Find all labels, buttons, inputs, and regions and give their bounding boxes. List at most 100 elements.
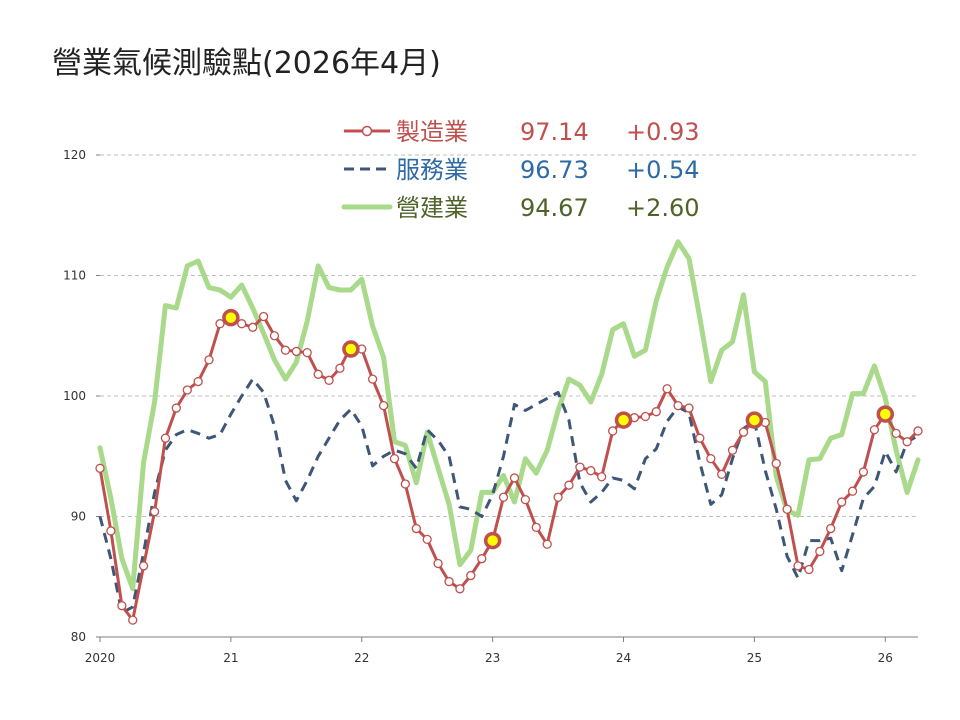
legend-item: 服務業 96.73 +0.54 — [344, 156, 700, 184]
data-point — [651, 407, 661, 417]
series-line-服務業 — [98, 377, 919, 615]
legend-series-name: 營建業 — [396, 194, 468, 222]
data-point — [913, 426, 923, 436]
legend-marker — [361, 125, 373, 137]
data-point — [695, 433, 705, 443]
highlight-point — [222, 308, 240, 327]
legend-change-value: +0.93 — [626, 118, 700, 146]
data-point — [608, 426, 618, 436]
x-tick-label: 23 — [485, 651, 500, 665]
data-point — [171, 403, 181, 413]
x-tick-label: 25 — [747, 651, 762, 665]
highlight-point — [614, 411, 633, 429]
x-tick-label: 2020 — [85, 651, 116, 665]
data-point — [531, 522, 541, 532]
data-point — [138, 561, 149, 571]
data-point — [367, 374, 378, 384]
x-tick-label: 22 — [354, 651, 369, 665]
data-point — [706, 454, 716, 464]
data-point — [597, 472, 607, 482]
data-point — [248, 322, 258, 332]
data-point — [847, 486, 858, 496]
y-tick-label: 80 — [71, 630, 86, 644]
legend-item: 製造業 97.14 +0.93 — [344, 118, 700, 146]
data-point — [586, 466, 596, 476]
legend-series-name: 服務業 — [396, 156, 468, 184]
data-point — [204, 355, 214, 365]
data-point — [302, 347, 312, 358]
data-point — [269, 331, 280, 341]
data-point — [804, 564, 814, 575]
legend-change-value: +0.54 — [626, 156, 700, 184]
highlight-point — [483, 531, 502, 550]
data-point — [117, 601, 127, 611]
axis-layer: 80 90 100 110 120 2020 21 22 23 24 25 26 — [63, 148, 918, 665]
data-point — [193, 376, 203, 387]
data-point — [542, 539, 552, 549]
data-point — [793, 561, 803, 571]
legend-item: 營建業 94.67 +2.60 — [341, 194, 700, 222]
x-tick-label: 24 — [616, 651, 631, 665]
legend-latest-value: 97.14 — [520, 118, 589, 146]
data-point — [477, 554, 487, 564]
chart-title: 營業氣候測驗點(2026年4月) — [52, 46, 441, 81]
highlight-point — [342, 340, 360, 358]
series-line-營建業 — [97, 239, 921, 592]
data-point — [640, 411, 651, 422]
data-point — [258, 311, 269, 322]
legend-latest-value: 94.67 — [520, 194, 589, 222]
data-point — [837, 497, 847, 507]
data-point — [280, 345, 291, 355]
data-point — [106, 526, 116, 536]
grid-layer — [100, 154, 918, 517]
legend-change-value: +2.60 — [626, 194, 700, 222]
data-point — [433, 558, 443, 569]
data-point — [498, 492, 509, 502]
data-point — [902, 437, 912, 447]
data-point — [324, 375, 334, 385]
data-point — [237, 319, 247, 329]
data-point — [520, 494, 531, 505]
data-point — [389, 454, 400, 464]
data-point — [422, 534, 432, 545]
legend-latest-value: 96.73 — [520, 156, 589, 184]
data-point — [313, 369, 323, 379]
data-point — [95, 463, 105, 473]
data-point — [771, 458, 781, 469]
y-tick-label: 110 — [63, 269, 86, 283]
legend-series-name: 製造業 — [396, 118, 468, 146]
data-point — [575, 462, 585, 472]
data-point — [400, 479, 410, 489]
data-point — [335, 363, 345, 373]
data-point — [684, 403, 694, 413]
data-point — [717, 469, 727, 479]
legend: 製造業 97.14 +0.93 服務業 96.73 +0.54 營建業 94.67 +2.60 — [341, 118, 700, 222]
data-point — [891, 428, 901, 439]
data-point — [727, 445, 738, 455]
data-point — [662, 384, 672, 394]
data-point — [444, 576, 454, 587]
data-point — [738, 427, 749, 437]
x-tick-label: 21 — [223, 651, 238, 665]
data-point — [411, 523, 421, 534]
data-point — [466, 570, 476, 581]
data-point — [378, 400, 389, 411]
highlight-point — [876, 405, 895, 423]
data-point — [858, 467, 869, 477]
data-point — [782, 504, 792, 514]
data-point — [215, 319, 225, 329]
data-point — [673, 400, 683, 411]
y-tick-label: 90 — [71, 510, 86, 524]
data-point — [869, 425, 880, 435]
data-point — [815, 546, 825, 557]
series-layer — [95, 239, 923, 625]
data-point — [182, 385, 192, 395]
data-point — [128, 615, 138, 625]
data-point — [553, 492, 563, 502]
y-tick-label: 120 — [63, 148, 86, 162]
data-point — [509, 473, 520, 483]
y-tick-label: 100 — [63, 389, 86, 403]
data-point — [160, 433, 171, 443]
data-point — [149, 507, 160, 517]
